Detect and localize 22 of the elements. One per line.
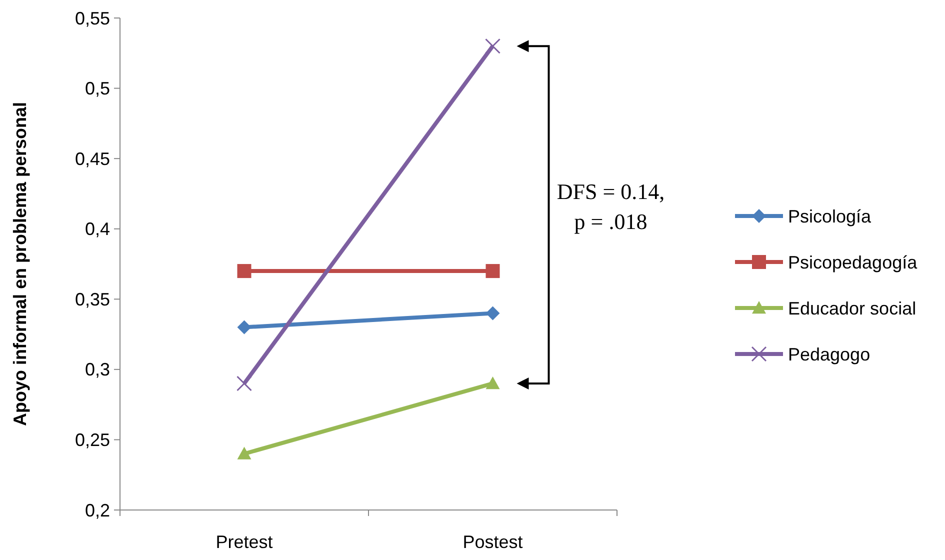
legend-label: Pedagogo <box>788 344 870 364</box>
legend-label: Psicología <box>788 206 872 226</box>
y-tick-label: 0,55 <box>74 8 110 28</box>
legend-label: Psicopedagogía <box>788 252 918 272</box>
y-tick-label: 0,4 <box>84 219 110 240</box>
point <box>486 306 500 320</box>
y-tick-label: 0,45 <box>74 148 110 169</box>
point <box>486 264 500 278</box>
y-tick-label: 0,2 <box>84 500 110 520</box>
point <box>485 38 500 54</box>
y-tick-label: 0,35 <box>74 289 110 310</box>
y-tick-label: 0,25 <box>74 430 110 450</box>
legend-label: Educador social <box>788 298 916 318</box>
x-tick-label: Pretest <box>216 532 273 552</box>
y-axis-title: Apoyo informal en problema personal <box>10 102 30 426</box>
annotation: DFS = 0.14, p = .018 <box>556 178 665 234</box>
x-tick-label: Postest <box>462 532 523 552</box>
point <box>237 264 252 278</box>
y-tick-label: 0,3 <box>84 360 110 380</box>
point <box>237 320 252 334</box>
y-tick-label: 0,5 <box>84 78 110 99</box>
point <box>236 376 252 392</box>
